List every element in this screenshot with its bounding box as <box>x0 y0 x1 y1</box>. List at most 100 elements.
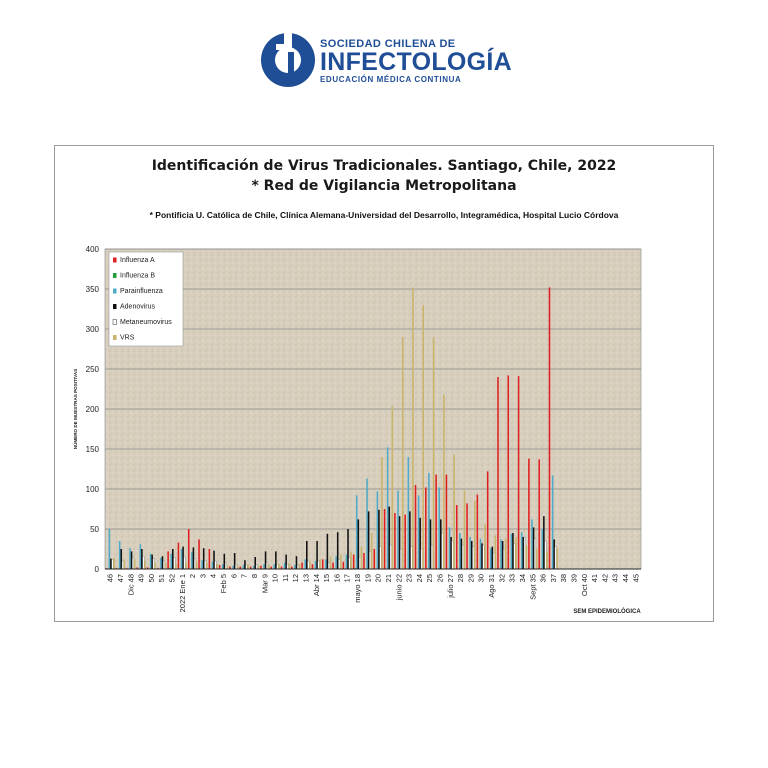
bar-adenovirus <box>182 546 184 569</box>
bar-metaneumovirus <box>482 544 485 570</box>
x-tick-label: 15 <box>322 574 331 582</box>
bar-vrs <box>515 537 517 569</box>
logo-line2: INFECTOLOGÍA <box>320 48 513 76</box>
bar-metaneumovirus <box>245 564 248 570</box>
bar-vrs <box>535 549 538 569</box>
bar-influenza-a <box>167 551 169 569</box>
chart-title: Identificación de Virus Tradicionales. S… <box>151 158 617 174</box>
bar-parainfluenza <box>520 532 523 569</box>
bar-parainfluenza <box>304 559 306 569</box>
bar-adenovirus <box>223 553 226 569</box>
bar-adenovirus <box>409 511 411 569</box>
legend-swatch <box>113 335 117 340</box>
bar-influenza-a <box>332 562 334 569</box>
bar-metaneumovirus <box>297 564 299 570</box>
bar-influenza-a <box>239 566 242 569</box>
bar-metaneumovirus <box>544 540 547 570</box>
bar-metaneumovirus <box>204 560 207 570</box>
x-tick-label: 44 <box>621 574 630 582</box>
bar-parainfluenza <box>325 559 327 569</box>
bar-metaneumovirus <box>513 543 516 570</box>
bar-adenovirus <box>141 549 143 569</box>
bar-metaneumovirus <box>328 562 330 570</box>
bar-parainfluenza <box>160 557 162 569</box>
x-tick-label: 20 <box>374 574 383 582</box>
x-tick-label: 38 <box>559 574 568 582</box>
logo: SOCIEDAD CHILENA DE INFECTOLOGÍA EDUCACI… <box>258 30 518 94</box>
bar-adenovirus <box>316 541 318 569</box>
grid <box>105 248 641 530</box>
bar-vrs <box>484 524 486 569</box>
y-axis: 0 50 100 150 200 250 300 350 400 <box>86 245 641 574</box>
x-tick-label: 4 <box>209 574 218 578</box>
bar-metaneumovirus <box>317 560 320 570</box>
bar-influenza-a <box>311 564 314 569</box>
bar-metaneumovirus <box>503 548 506 570</box>
bar-parainfluenza <box>252 565 255 569</box>
bar-vrs <box>257 565 260 569</box>
bar-metaneumovirus <box>472 546 475 570</box>
bar-parainfluenza <box>376 491 379 569</box>
bar-influenza-a <box>363 553 365 569</box>
x-tick-label: 8 <box>250 574 259 578</box>
bar-parainfluenza <box>531 519 533 569</box>
bar-adenovirus <box>336 532 339 569</box>
bar-metaneumovirus <box>235 564 238 570</box>
bar-adenovirus <box>522 537 525 569</box>
bar-metaneumovirus <box>255 564 258 570</box>
bar-parainfluenza <box>438 487 440 569</box>
bar-vrs <box>133 559 136 569</box>
legend-label: Influenza A <box>120 257 155 264</box>
bar-parainfluenza <box>129 548 131 569</box>
bar-parainfluenza <box>551 475 554 569</box>
legend-box <box>108 251 184 347</box>
bar-parainfluenza <box>345 554 348 569</box>
bar-metaneumovirus <box>194 558 196 570</box>
bar-adenovirus <box>295 556 298 569</box>
bar-adenovirus <box>398 516 401 569</box>
bar-adenovirus <box>192 547 195 569</box>
bar-metaneumovirus <box>152 558 155 570</box>
bar-vrs <box>329 556 332 569</box>
x-tick-label: 10 <box>271 574 280 582</box>
x-tick-label: 7 <box>240 574 249 578</box>
bar-vrs <box>453 454 455 569</box>
bar-metaneumovirus <box>224 562 227 570</box>
y-tick-label: 0 <box>95 565 100 574</box>
bar-metaneumovirus <box>379 546 382 570</box>
bar-vrs <box>463 490 466 569</box>
x-tick-label: 49 <box>137 574 146 582</box>
bar-metaneumovirus <box>214 560 217 570</box>
x-tick-label: 11 <box>281 574 290 582</box>
bar-influenza-a <box>414 485 417 569</box>
bar-vrs <box>525 545 528 569</box>
x-tick-label: 29 <box>466 574 475 582</box>
bar-adenovirus <box>543 516 545 569</box>
bar-adenovirus <box>357 519 360 569</box>
bar-metaneumovirus <box>286 564 289 570</box>
bar-vrs <box>370 533 373 569</box>
bar-influenza-a <box>198 539 200 569</box>
bar-metaneumovirus <box>451 540 454 570</box>
bar-parainfluenza <box>191 552 193 569</box>
bar-adenovirus <box>491 546 494 569</box>
bar-vrs <box>360 546 363 569</box>
bar-metaneumovirus <box>431 544 433 570</box>
bar-vrs <box>401 337 404 569</box>
x-tick-label: 12 <box>291 574 300 582</box>
bar-metaneumovirus <box>492 552 495 570</box>
bar-vrs <box>412 287 414 569</box>
bar-parainfluenza <box>417 495 420 569</box>
bar-vrs <box>247 564 249 569</box>
bar-vrs <box>236 565 239 569</box>
legend-swatch <box>112 319 117 325</box>
legend-label: Adenovirus <box>120 304 156 311</box>
legend-label: Influenza B <box>120 273 155 280</box>
bar-adenovirus <box>254 557 257 569</box>
x-tick-label: 26 <box>436 574 445 582</box>
bar-parainfluenza <box>355 495 358 569</box>
bar-adenovirus <box>512 533 514 569</box>
bar-influenza-a <box>404 514 406 569</box>
bar-metaneumovirus <box>441 532 444 570</box>
